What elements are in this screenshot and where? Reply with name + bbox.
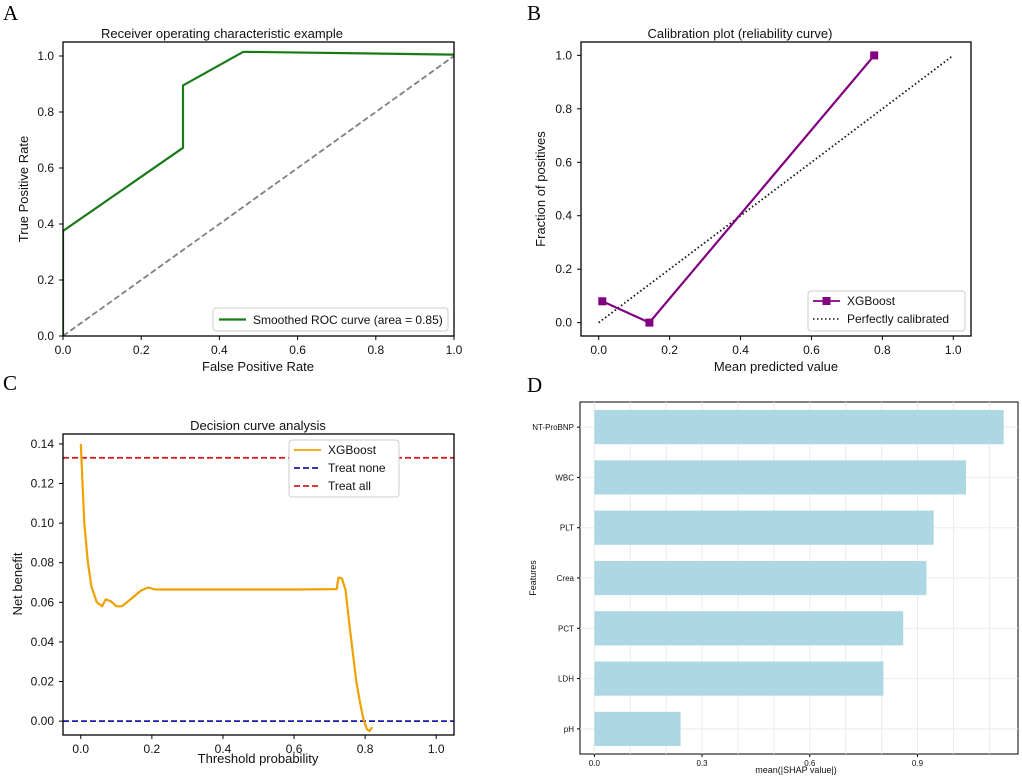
- x-axis-label: False Positive Rate: [202, 359, 314, 374]
- y-tick-label: 0.06: [31, 595, 55, 609]
- y-tick-label: 0.2: [37, 273, 54, 287]
- x-tick-label: 1.0: [446, 343, 463, 357]
- y-tick-label: 0.6: [37, 161, 54, 175]
- legend-label: Treat none: [328, 461, 386, 475]
- series-line-chance: [63, 55, 454, 336]
- x-tick-label: 0.6: [289, 343, 306, 357]
- x-tick-label: 0.6: [804, 759, 816, 768]
- panel-label-d: D: [527, 373, 542, 397]
- legend: XGBoost Perfectly calibrated: [807, 290, 966, 332]
- y-tick-label: 0.8: [37, 105, 54, 119]
- category-label: NT-ProBNP: [532, 423, 574, 432]
- series-line-perfectly-calibrated: [598, 54, 954, 324]
- x-tick-label: 0.6: [286, 742, 303, 756]
- y-axis-label: Features: [528, 560, 538, 596]
- panel-a-roc-chart: A Receiver operating characteristic exam…: [3, 1, 463, 374]
- x-tick-label: 0.0: [590, 343, 607, 357]
- x-tick-label: 0.8: [367, 343, 384, 357]
- category-label: WBC: [555, 473, 574, 482]
- panel-label-a: A: [3, 1, 19, 25]
- bar-ph: [594, 711, 681, 746]
- category-label: Crea: [557, 574, 575, 583]
- y-tick-label: 0.10: [31, 516, 55, 530]
- category-label: pH: [564, 725, 574, 734]
- x-tick-label: 0.0: [72, 742, 89, 756]
- x-tick-label: 0.6: [803, 343, 820, 357]
- legend: XGBoost Treat none Treat all: [288, 439, 400, 498]
- y-tick-label: 0.2: [555, 262, 572, 276]
- category-label: LDH: [558, 675, 574, 684]
- x-tick-label: 1.0: [428, 742, 445, 756]
- y-tick-label: 0.00: [31, 714, 55, 728]
- bar-nt-probnp: [594, 410, 1004, 445]
- y-axis-label: Fraction of positives: [533, 131, 548, 247]
- y-axis-label: True Positive Rate: [16, 136, 31, 242]
- y-tick-label: 0.04: [31, 635, 55, 649]
- x-tick-label: 0.8: [874, 343, 891, 357]
- legend-label: Smoothed ROC curve (area = 0.85): [253, 313, 443, 327]
- y-tick-label: 1.0: [37, 49, 54, 63]
- x-tick-label: 0.3: [697, 759, 709, 768]
- x-tick-label: 0.0: [589, 759, 601, 768]
- y-tick-label: 0.02: [31, 675, 55, 689]
- x-axis-label: Mean predicted value: [714, 359, 838, 374]
- y-tick-label: 0.6: [555, 155, 572, 169]
- bar-plt: [594, 510, 934, 545]
- chart-title: Calibration plot (reliability curve): [648, 26, 833, 41]
- y-axis-label: Net benefit: [10, 552, 25, 615]
- x-tick-label: 0.0: [55, 343, 72, 357]
- bar-ldh: [594, 661, 884, 696]
- x-tick-label: 0.2: [144, 742, 161, 756]
- chart-title: Decision curve analysis: [190, 418, 326, 433]
- panel-d-shap-bar-chart: D 0.0 0.3 0.6 0.9 NT-ProBNP WBC PLT Crea PCT LDH…: [527, 373, 1019, 775]
- y-tick-label: 0.4: [555, 209, 572, 223]
- data-point: [870, 51, 879, 60]
- category-label: PCT: [558, 624, 574, 633]
- panel-b-calibration-chart: B Calibration plot (reliability curve) 0…: [527, 1, 972, 374]
- x-tick-label: 0.4: [215, 742, 232, 756]
- panel-label-c: C: [3, 371, 17, 395]
- y-tick-label: 0.8: [555, 102, 572, 116]
- x-tick-label: 0.2: [133, 343, 150, 357]
- x-tick-label: 0.4: [732, 343, 749, 357]
- series-line-smoothed-roc-curve-area-0-85: [63, 50, 454, 336]
- legend-marker: [822, 297, 831, 305]
- legend-label: Treat all: [328, 479, 371, 493]
- x-axis-label: Threshold probability: [198, 751, 319, 766]
- y-tick-label: 1.0: [555, 48, 572, 62]
- y-tick-label: 0.08: [31, 556, 55, 570]
- chart-title: Receiver operating characteristic exampl…: [101, 26, 343, 41]
- x-tick-label: 0.4: [211, 343, 228, 357]
- legend-label: XGBoost: [328, 443, 377, 457]
- y-tick-label: 0.0: [37, 329, 54, 343]
- y-tick-label: 0.0: [555, 316, 572, 330]
- x-tick-label: 0.8: [357, 742, 374, 756]
- x-tick-label: 0.2: [661, 343, 678, 357]
- y-tick-label: 0.12: [31, 477, 55, 491]
- data-point: [645, 318, 654, 327]
- y-tick-label: 0.4: [37, 217, 54, 231]
- bar-wbc: [594, 460, 966, 495]
- x-tick-label: 1.0: [945, 343, 962, 357]
- panel-c-decision-curve-chart: C Decision curve analysis 0.0 0.2 0.4 0.6 0.…: [3, 371, 455, 766]
- legend-label: XGBoost: [847, 294, 896, 308]
- panel-label-b: B: [527, 1, 541, 25]
- bar-pct: [594, 611, 904, 646]
- x-tick-label: 0.9: [912, 759, 924, 768]
- series-line-xgboost: [79, 443, 374, 733]
- series-line-xgboost: [601, 54, 876, 324]
- y-tick-label: 0.14: [31, 437, 55, 451]
- x-axis-label: mean(|SHAP value|): [755, 765, 837, 775]
- legend: Smoothed ROC curve (area = 0.85): [212, 307, 449, 332]
- bar-crea: [594, 560, 927, 596]
- category-label: PLT: [560, 524, 574, 533]
- legend-label: Perfectly calibrated: [847, 312, 949, 326]
- data-point: [598, 297, 607, 306]
